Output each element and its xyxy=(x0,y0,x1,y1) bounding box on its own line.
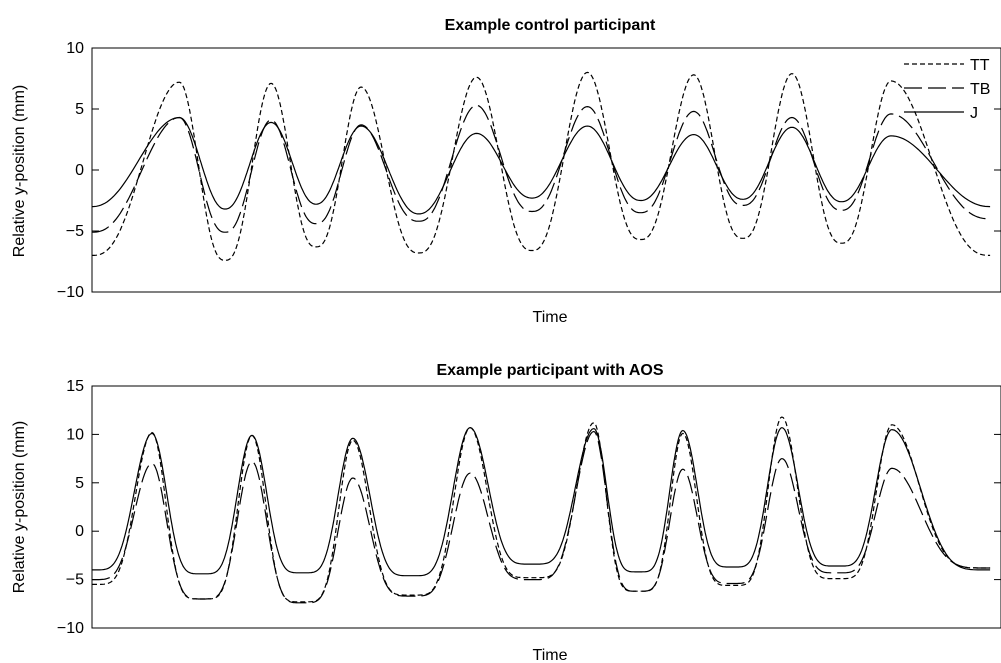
legend-label-tt: TT xyxy=(970,57,990,74)
legend: TT TB J xyxy=(904,57,990,122)
series-line-tb xyxy=(92,104,991,233)
y-tick-label: −10 xyxy=(57,620,84,637)
control-panel-ylabel: Relative y-position (mm) xyxy=(11,85,28,257)
y-tick-label: 5 xyxy=(75,101,84,118)
series-line-tt xyxy=(92,416,991,603)
control-panel-plot-area: −10 −5 0 5 10 xyxy=(57,40,1001,301)
control-panel-xlabel: Time xyxy=(533,309,568,326)
y-tick-label: 10 xyxy=(66,426,84,443)
y-tick-label: 10 xyxy=(66,40,84,57)
y-tick-label: −5 xyxy=(66,572,84,589)
series-line-tb xyxy=(92,430,991,604)
y-tick-label: −10 xyxy=(57,284,84,301)
y-tick-label: −5 xyxy=(66,223,84,240)
legend-label-tb: TB xyxy=(970,81,990,98)
control-panel-title: Example control participant xyxy=(445,17,656,34)
plot-frame xyxy=(91,385,1001,629)
series-line-j xyxy=(92,426,991,577)
aos-panel-title: Example participant with AOS xyxy=(436,362,663,379)
aos-panel: Example participant with AOS Relative y-… xyxy=(11,362,1001,663)
y-tick-label: 5 xyxy=(75,475,84,492)
y-tick-label: 15 xyxy=(66,378,84,395)
series-line-tt xyxy=(92,71,991,261)
aos-panel-ylabel: Relative y-position (mm) xyxy=(11,421,28,593)
aos-panel-plot-area: −10 −5 0 5 10 15 xyxy=(57,378,1001,637)
y-tick-label: 0 xyxy=(75,162,84,179)
y-tick-label: 0 xyxy=(75,523,84,540)
legend-label-j: J xyxy=(970,105,978,122)
series-line-j xyxy=(91,116,991,215)
control-panel: Example control participant Relative y-p… xyxy=(11,17,1001,326)
aos-panel-xlabel: Time xyxy=(533,647,568,663)
plot-frame xyxy=(91,47,1001,293)
